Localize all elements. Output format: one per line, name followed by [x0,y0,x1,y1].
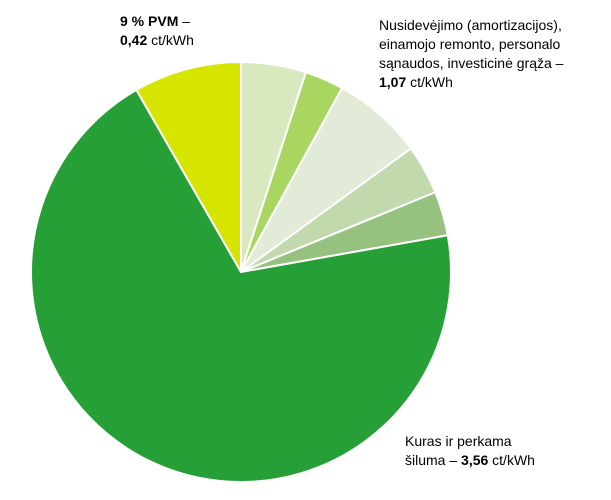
pvm-label-title: 9 % PVM [120,13,179,29]
pvm-label-dash: – [178,13,191,29]
depreciation-label-line3: sąnaudos, investicinė grąža – [379,55,564,71]
fuel-label-line1: Kuras ir perkama [405,433,512,449]
pvm-label-value: 0,42 [120,32,148,48]
pvm-slice-label: 9 % PVM – 0,42 ct/kWh [120,12,194,50]
depreciation-slices-label: Nusidevėjimo (amortizacijos), einamojo r… [379,16,563,92]
fuel-label-value: 3,56 [461,452,489,468]
depreciation-label-value: 1,07 [379,74,407,90]
depreciation-label-line1: Nusidevėjimo (amortizacijos), [379,17,562,33]
fuel-slice-label: Kuras ir perkama šiluma – 3,56 ct/kWh [405,432,535,470]
depreciation-label-line2: einamojo remonto, personalo [379,36,561,52]
fuel-label-unit: ct/kWh [488,452,535,468]
pie-slice-6 [30,88,452,483]
fuel-label-prefix: šiluma – [405,452,462,468]
depreciation-label-unit: ct/kWh [406,74,453,90]
pie-slice-7 [135,61,242,273]
pvm-label-unit: ct/kWh [147,32,194,48]
pie-slices [30,61,452,483]
